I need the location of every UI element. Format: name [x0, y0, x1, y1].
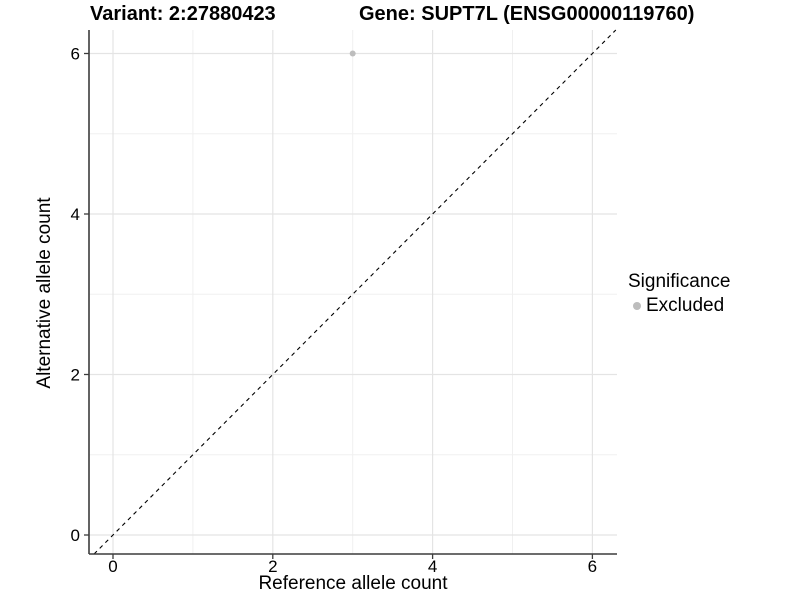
data-point [349, 50, 356, 57]
x-axis-title: Reference allele count [258, 573, 448, 594]
legend-item-excluded: Excluded [628, 295, 730, 317]
legend-title: Significance [628, 271, 731, 292]
y-tick-label: 2 [71, 366, 80, 385]
identity-dashed-line [93, 29, 617, 555]
variant-title: Variant: 2:27880423 [90, 3, 276, 25]
legend: Significance Excluded [628, 271, 730, 317]
legend-item-label: Excluded [646, 295, 725, 316]
excluded-marker-icon [633, 302, 641, 310]
gene-title: Gene: SUPT7L (ENSG00000119760) [359, 3, 695, 25]
x-tick-label: 2 [268, 557, 277, 576]
y-axis-title: Alternative allele count [34, 197, 55, 389]
y-tick-label: 4 [71, 205, 80, 224]
x-tick-label: 0 [108, 557, 117, 576]
x-tick-label: 4 [428, 557, 437, 576]
y-tick-label: 0 [71, 526, 80, 545]
x-tick-label: 6 [588, 557, 597, 576]
y-tick-label: 6 [71, 45, 80, 64]
